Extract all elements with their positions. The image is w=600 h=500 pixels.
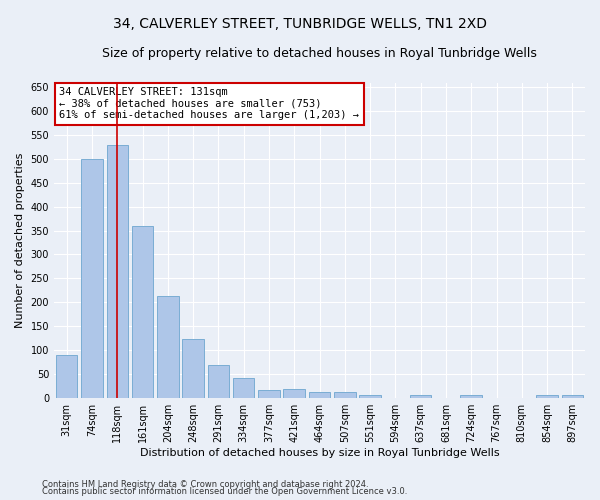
Bar (536, 396, 558, 398)
Bar (334, 392, 356, 398)
Text: 34 CALVERLEY STREET: 131sqm
← 38% of detached houses are smaller (753)
61% of se: 34 CALVERLEY STREET: 131sqm ← 38% of det… (59, 87, 359, 120)
Bar (410, 396, 431, 398)
Bar (233, 378, 254, 398)
Bar (562, 396, 583, 398)
Text: 34, CALVERLEY STREET, TUNBRIDGE WELLS, TN1 2XD: 34, CALVERLEY STREET, TUNBRIDGE WELLS, T… (113, 18, 487, 32)
Bar (107, 144, 128, 398)
Bar (157, 296, 179, 398)
Bar (208, 365, 229, 398)
Bar (182, 340, 204, 398)
Bar (258, 390, 280, 398)
Bar (460, 396, 482, 398)
Y-axis label: Number of detached properties: Number of detached properties (15, 152, 25, 328)
Title: Size of property relative to detached houses in Royal Tunbridge Wells: Size of property relative to detached ho… (102, 48, 537, 60)
Text: Contains public sector information licensed under the Open Government Licence v3: Contains public sector information licen… (42, 487, 407, 496)
Bar (132, 226, 153, 398)
Text: Contains HM Land Registry data © Crown copyright and database right 2024.: Contains HM Land Registry data © Crown c… (42, 480, 368, 489)
Bar (283, 388, 305, 398)
Bar (309, 392, 330, 398)
Bar (81, 159, 103, 398)
Bar (359, 395, 381, 398)
Bar (56, 354, 77, 398)
X-axis label: Distribution of detached houses by size in Royal Tunbridge Wells: Distribution of detached houses by size … (140, 448, 499, 458)
